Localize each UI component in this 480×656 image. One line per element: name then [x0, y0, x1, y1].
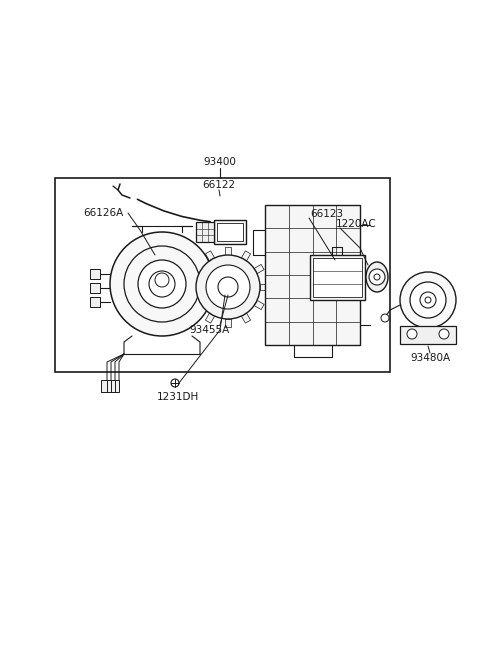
Text: 66126A: 66126A — [83, 208, 123, 218]
Text: 93400: 93400 — [204, 157, 237, 167]
Circle shape — [138, 260, 186, 308]
Bar — [217, 223, 243, 241]
Polygon shape — [188, 284, 196, 290]
Circle shape — [374, 274, 380, 280]
Bar — [109, 380, 115, 392]
Bar — [313, 258, 362, 297]
Circle shape — [206, 265, 250, 309]
Circle shape — [369, 269, 385, 285]
Circle shape — [196, 255, 260, 319]
Polygon shape — [225, 247, 231, 255]
Bar — [90, 297, 100, 307]
Polygon shape — [254, 300, 264, 310]
Polygon shape — [192, 264, 202, 274]
Circle shape — [407, 329, 417, 339]
Circle shape — [149, 271, 175, 297]
Circle shape — [124, 246, 200, 322]
Text: 1220AC: 1220AC — [336, 219, 377, 229]
Circle shape — [155, 273, 169, 287]
Bar — [196, 222, 214, 242]
Text: 1231DH: 1231DH — [157, 392, 199, 402]
Bar — [90, 283, 100, 293]
Circle shape — [425, 297, 431, 303]
Bar — [214, 220, 246, 244]
Bar — [400, 326, 456, 344]
Bar — [265, 205, 360, 345]
Circle shape — [410, 282, 446, 318]
Circle shape — [381, 314, 389, 322]
Polygon shape — [205, 251, 215, 261]
Text: 66123: 66123 — [310, 209, 343, 219]
Polygon shape — [225, 319, 231, 327]
Bar — [310, 255, 365, 300]
Circle shape — [400, 272, 456, 328]
Circle shape — [439, 329, 449, 339]
Bar — [113, 380, 119, 392]
Circle shape — [218, 277, 238, 297]
Bar — [55, 178, 390, 372]
Polygon shape — [205, 313, 215, 323]
Ellipse shape — [366, 262, 388, 292]
Circle shape — [420, 292, 436, 308]
Bar — [90, 269, 100, 279]
Text: 93480A: 93480A — [410, 353, 450, 363]
Circle shape — [110, 232, 214, 336]
Polygon shape — [241, 313, 251, 323]
Polygon shape — [254, 264, 264, 274]
Text: 66122: 66122 — [203, 180, 236, 190]
Polygon shape — [260, 284, 268, 290]
Circle shape — [171, 379, 179, 387]
Bar — [101, 380, 107, 392]
Text: 93455A: 93455A — [190, 325, 230, 335]
Bar — [105, 380, 111, 392]
Polygon shape — [192, 300, 202, 310]
Polygon shape — [241, 251, 251, 261]
